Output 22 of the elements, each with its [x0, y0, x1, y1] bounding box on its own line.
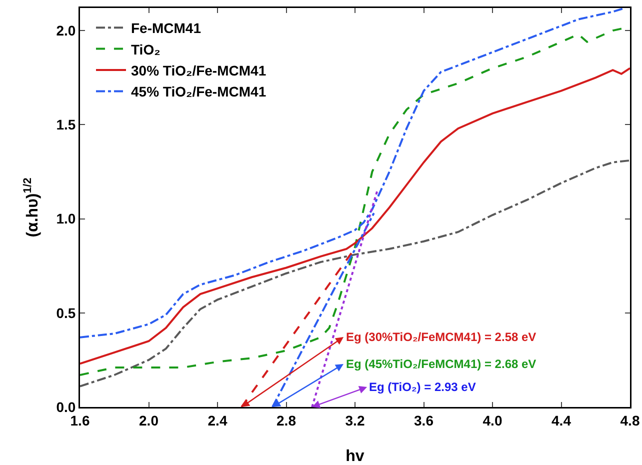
legend-label: Fe-MCM41 — [131, 20, 202, 36]
y-tick-label: 2.0 — [56, 22, 76, 38]
y-tick-label: 1.5 — [56, 116, 76, 133]
x-tick-label: 4.0 — [482, 412, 502, 428]
annotation: Eg (45%TiO₂/FeMCM41) = 2.68 eV — [346, 357, 536, 371]
y-tick-label: 0.5 — [56, 304, 76, 321]
x-tick-label: 3.6 — [414, 412, 434, 428]
annotation: Eg (30%TiO₂/FeMCM41) = 2.58 eV — [346, 330, 536, 344]
x-tick-label: 2.4 — [208, 412, 228, 428]
legend-label: 30% TiO₂/Fe-MCM41 — [131, 62, 266, 78]
legend-label: 45% TiO₂/Fe-MCM41 — [131, 84, 266, 100]
y-tick-label: 1.0 — [56, 210, 76, 227]
x-tick-label: 1.6 — [70, 412, 90, 428]
legend-label: TiO₂ — [131, 41, 160, 58]
x-tick-label: 2.8 — [276, 412, 296, 428]
x-tick-label: 4.4 — [552, 412, 572, 428]
x-tick-label: 3.2 — [345, 412, 365, 428]
x-tick-label: 4.8 — [620, 412, 640, 428]
annotation: Eg (TiO₂) = 2.93 eV — [369, 380, 476, 394]
x-axis-title: hv — [346, 448, 364, 465]
y-tick-label: 0.0 — [56, 398, 76, 415]
x-tick-label: 2.0 — [139, 412, 159, 428]
